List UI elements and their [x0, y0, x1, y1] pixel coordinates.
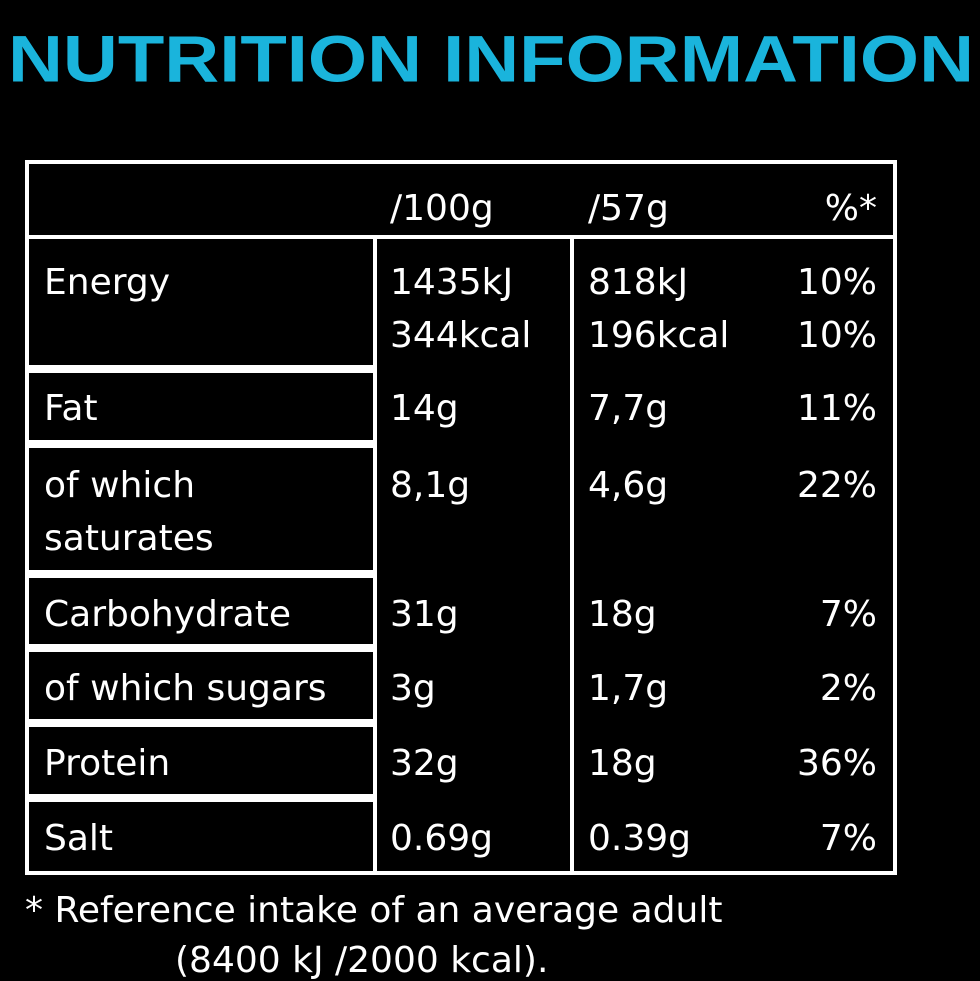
reference-intake: 7% — [820, 818, 877, 859]
reference-intake: 11% — [797, 388, 877, 429]
row-label: Protein — [44, 743, 170, 784]
per-100g: 344kcal — [390, 315, 531, 356]
header-cell: %* — [825, 188, 877, 229]
per-portion: 7,7g — [588, 388, 668, 429]
per-portion: 818kJ — [588, 262, 688, 303]
title: NUTRITION INFORMATION — [8, 21, 974, 95]
reference-intake: 2% — [820, 668, 877, 709]
header-cell: /57g — [588, 188, 669, 229]
table-frame — [25, 160, 897, 875]
row-label: Fat — [44, 388, 98, 429]
per-portion: 18g — [588, 594, 657, 635]
per-100g: 14g — [390, 388, 459, 429]
row-label: Salt — [44, 818, 113, 859]
row-label: of which sugars — [44, 668, 327, 709]
per-100g: 8,1g — [390, 465, 470, 506]
per-100g: 32g — [390, 743, 459, 784]
per-100g: 3g — [390, 668, 436, 709]
per-100g: 31g — [390, 594, 459, 635]
per-portion: 196kcal — [588, 315, 729, 356]
per-portion: 1,7g — [588, 668, 668, 709]
per-100g: 0.69g — [390, 818, 493, 859]
header-cell: /100g — [390, 188, 494, 229]
row-label: Energy — [44, 262, 170, 303]
per-portion: 18g — [588, 743, 657, 784]
per-portion: 4,6g — [588, 465, 668, 506]
reference-intake: 10% — [797, 315, 877, 356]
footnote: (8400 kJ /2000 kcal). — [175, 940, 548, 981]
reference-intake: 7% — [820, 594, 877, 635]
row-label: of which — [44, 465, 195, 506]
reference-intake: 10% — [797, 262, 877, 303]
footnote: * Reference intake of an average adult — [25, 890, 722, 931]
reference-intake: 36% — [797, 743, 877, 784]
reference-intake: 22% — [797, 465, 877, 506]
row-label: Carbohydrate — [44, 594, 291, 635]
per-portion: 0.39g — [588, 818, 691, 859]
row-label: saturates — [44, 518, 214, 559]
per-100g: 1435kJ — [390, 262, 513, 303]
